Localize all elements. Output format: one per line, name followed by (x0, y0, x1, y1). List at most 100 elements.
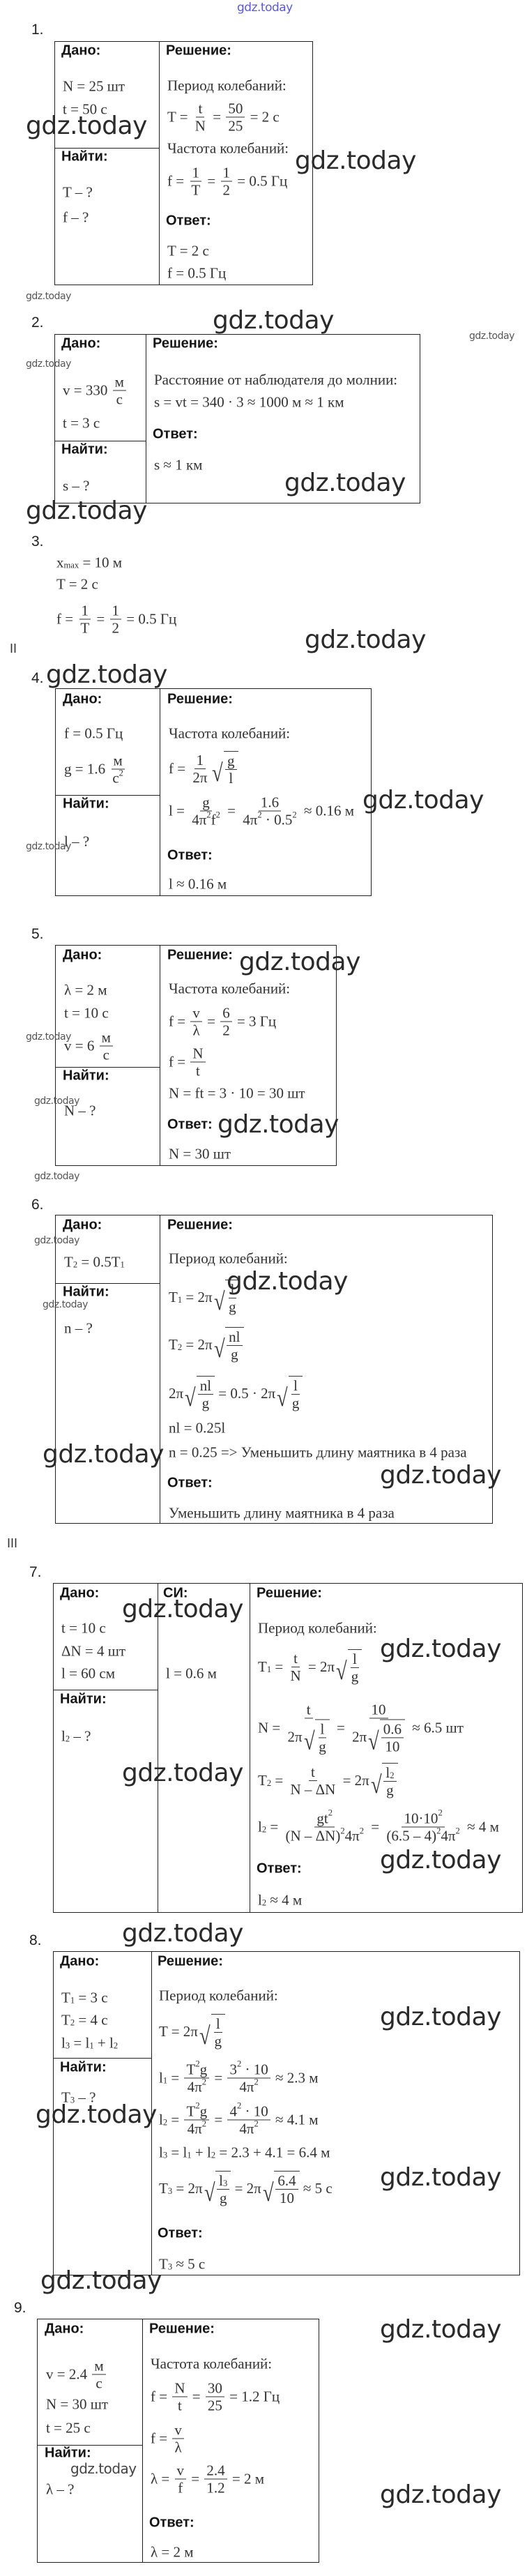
problem-number: 2. (31, 315, 44, 331)
formula-text: λ = 2 м (64, 981, 107, 999)
subscript: 2 (72, 1259, 78, 1270)
section-marker: III (7, 1536, 18, 1550)
formula-text: = 3 с (75, 1989, 108, 2006)
fraction: gt 2 (N – ΔN) 2 4π 2 (283, 1808, 366, 1844)
formula-text: l = 0.6 м (166, 1665, 217, 1682)
given-line: t = 10 с (61, 1620, 106, 1637)
formula-text: · 10 (241, 2061, 268, 2078)
formula-text: 25 (207, 2397, 222, 2414)
denominator: g (227, 1298, 238, 1314)
formula-text: = (203, 1013, 220, 1030)
formula: λ = 2 м (64, 982, 107, 999)
subscript: 2 (70, 2017, 75, 2028)
watermark: gdz.today (34, 1235, 79, 1246)
watermark: gdz.today (305, 626, 426, 654)
formula-text: = (204, 172, 220, 190)
numerator: l (228, 1282, 237, 1298)
formula-text: 1 (192, 164, 200, 181)
formula-text: = (167, 2069, 183, 2086)
formula-text: Период колебаний: (169, 1250, 288, 1267)
formula-text: t (310, 1763, 315, 1780)
formula-text: = 0.5 Гц (123, 610, 177, 628)
formula: l = g 4π 2 f 2 = 1.6 4π 2 · 0.5 2 ≈ 0.16 м (169, 794, 354, 827)
formula-text: 30 (207, 2379, 222, 2397)
watermark: gdz.today (380, 2163, 501, 2192)
formula-text: f = 0.5 Гц (167, 264, 227, 282)
formula-text: = (367, 1818, 383, 1835)
numerator: 1 (194, 752, 206, 769)
subscript: 1 (266, 1664, 272, 1674)
formula-text: ≈ 5 с (172, 2255, 206, 2273)
formula: Расстояние от наблюдателя до молнии: (154, 372, 397, 389)
denominator: g (290, 1395, 302, 1411)
formula-text: λ = 2 м (151, 2543, 194, 2561)
solution-line: l = g 4π 2 f 2 = 1.6 4π 2 · 0.5 2 ≈ 0.16 м (169, 794, 354, 827)
formula-text: l (215, 2015, 220, 2032)
solution-line: T2 = tN – ΔN = 2πl2g (258, 1762, 398, 1798)
find-line: λ – ? (46, 2481, 75, 2499)
watermark: gdz.today (362, 786, 484, 815)
formula-text: l (258, 1818, 262, 1835)
formula: Частота колебаний: (151, 2356, 272, 2373)
denominator: 4π 2 · 0.5 2 (240, 810, 298, 827)
find-heading: Найти: (61, 149, 108, 165)
formula-text: (N – ΔN) (285, 1827, 341, 1844)
formula-text: = 2 с (246, 108, 280, 126)
superscript: 2 (195, 2059, 200, 2069)
formula-line: x max = 10 м (56, 554, 122, 572)
find-heading: Найти: (63, 1068, 109, 1084)
formula-text: f (211, 811, 216, 828)
numerator: nl (227, 1329, 243, 1346)
denominator: N (193, 118, 208, 133)
fraction: 102π0.610 (350, 1702, 407, 1755)
solution-line: T1 = tN = 2π lg (258, 1649, 362, 1684)
solution-line: Частота колебаний: (169, 980, 290, 998)
formula-text: l = 60 см (61, 1665, 116, 1682)
fraction: g 4π 2 f 2 (190, 794, 222, 827)
fraction: lg (213, 2016, 224, 2049)
formula-text: м (101, 1029, 111, 1046)
formula-text: n – ? (64, 1319, 93, 1337)
numerator: 1 (190, 164, 201, 182)
subscript: 3 (65, 2040, 70, 2051)
numerator: g (200, 794, 212, 812)
formula: Период колебаний: (169, 1250, 288, 1268)
radicand: lg (211, 2013, 225, 2049)
watermark: gdz.today (227, 1267, 348, 1296)
denominator: 1.2 (204, 2480, 227, 2495)
solution-line: T2 = 2π nlg (169, 1326, 244, 1362)
formula-text: l ≈ 0.16 м (169, 875, 227, 893)
denominator: с (101, 1047, 112, 1062)
si-line: l = 0.6 м (166, 1665, 217, 1683)
solution-line: Период колебаний: (169, 1250, 288, 1268)
formula-text: g (319, 1738, 326, 1755)
watermark: gdz.today (26, 112, 147, 140)
numerator: N (190, 1045, 206, 1063)
formula-text: t = 3 с (63, 414, 100, 432)
formula: l ≈ 0.16 м (169, 876, 227, 893)
formula-text: l – ? (64, 833, 90, 850)
square-root-icon: l3g (203, 2170, 231, 2206)
formula-text: = 2π (182, 1288, 213, 1305)
column-divider (159, 42, 160, 285)
formula-text: с (112, 769, 119, 787)
radicand: nlg (196, 1375, 215, 1411)
formula-text: g (351, 1668, 359, 1685)
formula-text: T = 2 с (167, 242, 209, 259)
watermark: gdz.today (34, 1171, 79, 1182)
denominator: (6.5 – 4) 2 4π 2 (384, 1826, 461, 1843)
